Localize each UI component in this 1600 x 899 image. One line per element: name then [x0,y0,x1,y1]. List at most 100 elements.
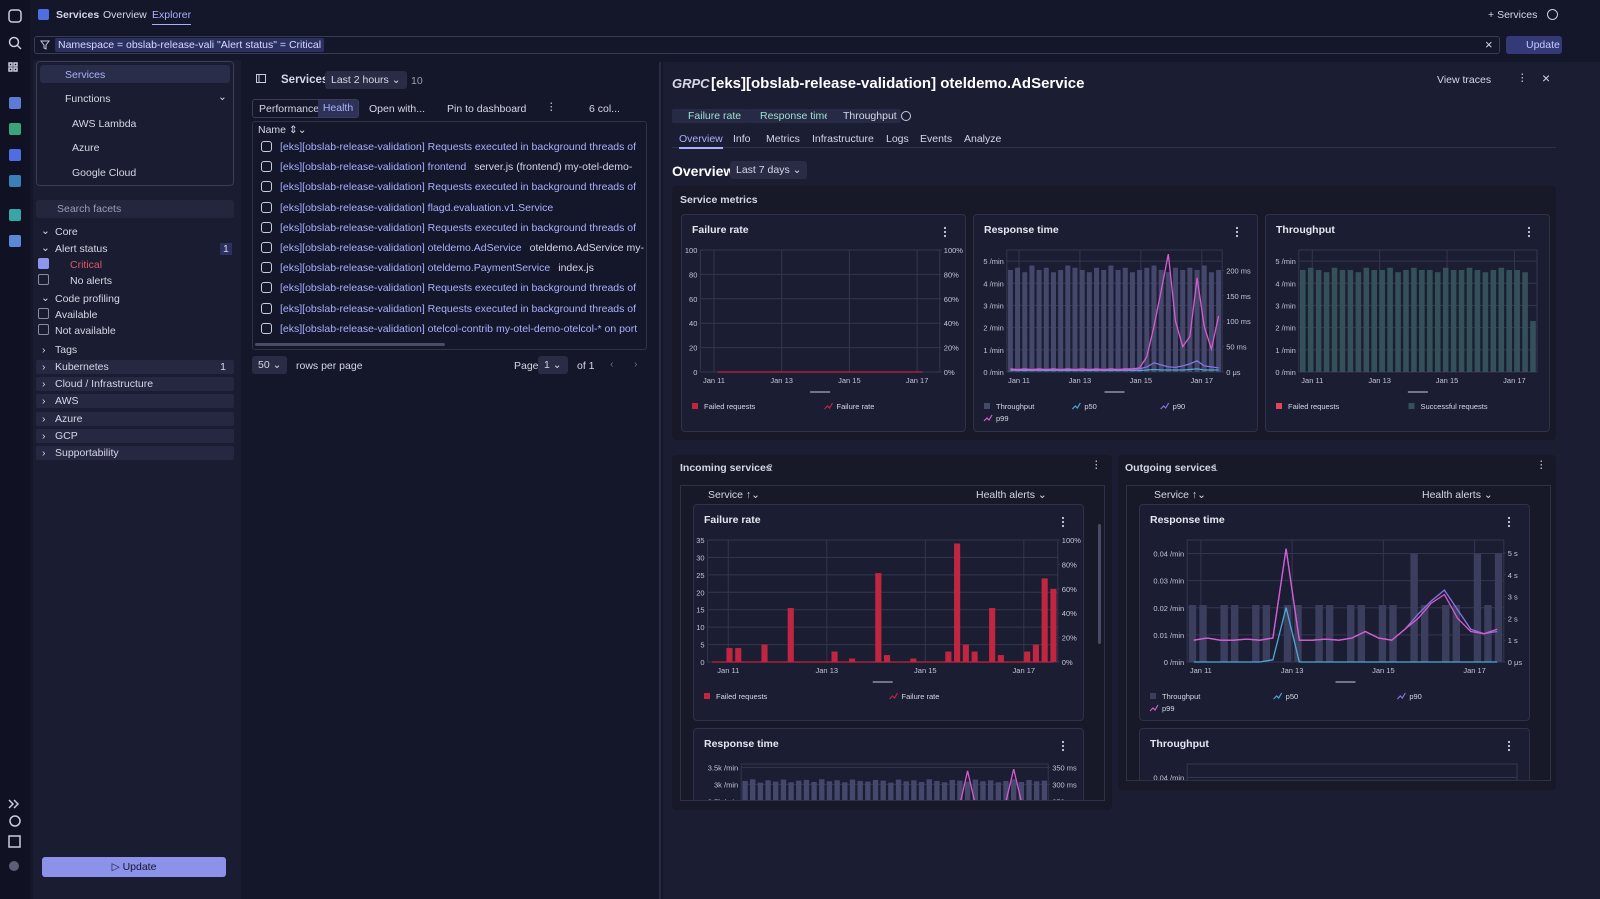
column-header[interactable]: Name ⇕⌄ [258,124,307,136]
bar [826,781,833,800]
bar [1022,272,1028,372]
service-row[interactable]: [eks][obslab-release-validation] otelcol… [252,319,647,339]
bar [1466,267,1473,372]
column-header[interactable]: Health alerts ⌄ [976,489,1047,501]
y-tick-label: 5 /min [983,257,1003,266]
column-label: Service [708,489,744,501]
plot-frame [707,539,1059,663]
facet-group[interactable]: › Cloud / Infrastructure [36,377,234,391]
column-header[interactable]: Service ↑⌄ [1154,489,1206,501]
panel-toggle[interactable] [256,74,266,84]
column-header[interactable]: Health alerts ⌄ [1422,489,1493,501]
action[interactable]: Open with... [369,103,426,115]
health-chip[interactable]: Failure rate [672,109,746,123]
detail-tab[interactable]: Logs [886,133,909,145]
y-tick-label: 100 [685,246,698,255]
column-header[interactable]: Service ↑⌄ [708,489,760,501]
view-tab-selected[interactable]: Health [318,100,358,117]
checkbox[interactable] [38,274,49,285]
bar [1029,265,1035,372]
checkbox[interactable] [38,324,49,335]
facet-group[interactable]: › AWS [36,394,234,408]
y2-tick-label: 250 ms [1052,797,1077,801]
detail-tab[interactable]: Metrics [766,133,800,145]
service-row[interactable]: [eks][obslab-release-validation] fronten… [252,157,647,177]
y-tick-label: 4 /min [983,279,1003,288]
nav-item[interactable]: Google Cloud [72,167,137,179]
range-select[interactable]: Last 2 hours ⌄ [325,71,407,89]
kebab[interactable]: ⋮ [1536,459,1547,471]
facet-group[interactable]: › Kubernetes 1 [36,360,234,374]
detail-tab[interactable]: Events [920,133,953,145]
kebab-dot [1507,744,1511,748]
nav-item[interactable]: AWS Lambda [72,118,137,130]
help-icon[interactable] [1547,9,1558,20]
service-row[interactable]: [eks][obslab-release-validation] oteldem… [252,238,647,258]
clear-icon[interactable]: × [1485,37,1493,52]
page-size-value: 50 [258,359,270,371]
facet-group[interactable]: › Supportability [36,446,234,460]
kebab-dot [1507,520,1511,524]
health-chip[interactable]: Response time [744,109,835,123]
facet-group[interactable]: › GCP [36,429,234,443]
kebab[interactable]: ⋮ [1091,459,1102,471]
info-icon[interactable] [901,111,911,121]
bar [788,782,794,800]
detail-tab[interactable]: Infrastructure [812,133,874,145]
health-chip[interactable]: Throughput [827,109,901,123]
service-row[interactable]: [eks][obslab-release-validation] oteldem… [252,258,647,278]
scrollbar[interactable] [255,343,445,346]
kebab-dot [1061,524,1065,528]
service-row[interactable]: [eks][obslab-release-validation] Request… [252,137,647,157]
bar [1129,272,1135,372]
page-size[interactable]: 50 ⌄ [252,356,288,374]
legend-swatch [1071,402,1081,410]
scrollbar[interactable] [1098,524,1101,644]
range-select[interactable]: Last 7 days ⌄ [730,161,808,179]
action[interactable]: Pin to dashboard [447,103,527,115]
checkbox-checked[interactable] [38,258,49,269]
view-traces[interactable]: View traces [1437,74,1492,86]
facet-group[interactable]: › Azure [36,412,234,426]
page-select[interactable]: 1 ⌄ [538,356,568,374]
nav-item[interactable]: Azure [72,142,100,154]
bar-series [726,543,1057,662]
nav-item[interactable]: Functions [65,93,111,105]
close[interactable]: × [1542,70,1551,86]
action[interactable]: 6 col... [589,103,620,115]
filter-chip[interactable]: Namespace = obslab-release-validation [55,38,246,52]
nav-tab[interactable]: Services [56,9,100,21]
checkbox[interactable] [38,308,49,319]
nav-tab[interactable]: Overview [103,9,147,21]
service-row[interactable]: [eks][obslab-release-validation] Request… [252,299,647,319]
nav-item[interactable]: Services [65,69,106,81]
service-row[interactable]: [eks][obslab-release-validation] Request… [252,278,647,298]
update-button[interactable]: Update [1506,36,1562,54]
facet-group[interactable]: › Tags [36,343,234,357]
add-button[interactable]: + Services [1488,9,1538,21]
bar [1363,267,1370,372]
detail-tab[interactable]: Analyze [964,133,1002,145]
facet-section[interactable]: Core [55,226,78,238]
facet-label[interactable]: Code profiling [55,293,120,305]
next[interactable]: › [634,358,638,370]
column-label: Health alerts [1422,489,1481,501]
update-button[interactable]: ▷ Update [42,857,226,877]
service-row[interactable]: [eks][obslab-release-validation] flagd.e… [252,198,647,218]
facet-label[interactable]: Alert status [55,243,108,255]
filter-chip[interactable]: "Alert status" = Critical [214,38,325,52]
range-label: Last 7 days [736,164,790,176]
facet-search[interactable]: Search facets [36,200,234,218]
prev[interactable]: ‹ [610,358,614,370]
view-tab[interactable]: Performance [259,103,320,115]
service-row[interactable]: [eks][obslab-release-validation] Request… [252,218,647,238]
filter-bar[interactable] [34,36,1500,54]
kebab[interactable]: ⋮ [1517,72,1528,84]
detail-tab[interactable]: Info [733,133,751,145]
service-row[interactable]: [eks][obslab-release-validation] Request… [252,177,647,197]
detail-tab[interactable]: Overview [679,133,723,149]
nav-tab[interactable]: Explorer [152,9,192,25]
bar [1079,269,1085,372]
divider[interactable] [659,62,661,899]
kebab[interactable]: ⋮ [546,101,557,113]
